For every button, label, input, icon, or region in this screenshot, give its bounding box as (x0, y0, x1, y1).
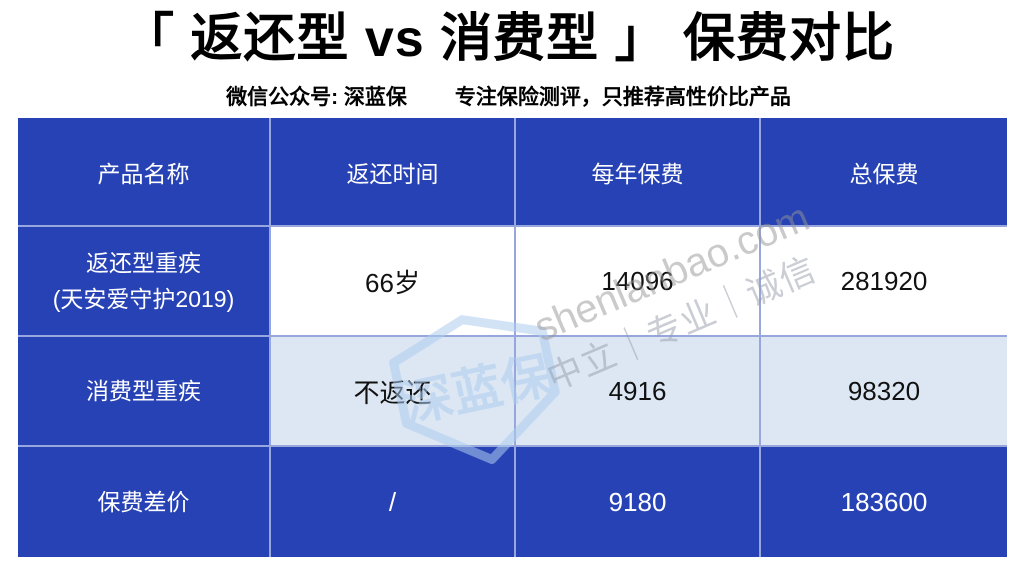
column-header-total-premium: 总保费 (761, 118, 1007, 225)
cell-return-type-return-time: 66岁 (271, 227, 514, 335)
cell-consumption-type-return-time: 不返还 (271, 337, 514, 445)
product-name-line1: 返还型重疾 (85, 250, 201, 276)
tagline: 专注保险测评，只推荐高性价比产品 (454, 86, 791, 109)
cell-premium-difference-return-time: / (271, 447, 514, 557)
cell-premium-difference-annual-premium: 9180 (516, 447, 759, 557)
cell-consumption-type-total-premium: 98320 (761, 337, 1007, 445)
subtitle: 微信公众号: 深蓝保 专注保险测评，只推荐高性价比产品 (0, 82, 1017, 114)
row-header-text: 返还型重疾 (天安爱守护2019) (53, 245, 234, 317)
column-header-return-time: 返还时间 (271, 118, 514, 225)
row-header-consumption-type: 消费型重疾 (18, 337, 269, 445)
cell-premium-difference-total-premium: 183600 (761, 447, 1007, 557)
premium-comparison-table: 产品名称 返还时间 每年保费 总保费 返还型重疾 (天安爱守护2019) 66岁… (18, 118, 1007, 557)
wechat-account-label: 微信公众号: 深蓝保 (226, 86, 407, 109)
cell-return-type-total-premium: 281920 (761, 227, 1007, 335)
page-title: 「 返还型 vs 消费型 」 保费对比 (121, 10, 896, 68)
column-header-product-name: 产品名称 (18, 118, 269, 225)
cell-return-type-annual-premium: 14096 (516, 227, 759, 335)
row-header-return-type: 返还型重疾 (天安爱守护2019) (18, 227, 269, 335)
column-header-annual-premium: 每年保费 (516, 118, 759, 225)
product-name-line2: (天安爱守护2019) (52, 286, 235, 312)
row-header-premium-difference: 保费差价 (18, 447, 269, 557)
cell-consumption-type-annual-premium: 4916 (516, 337, 759, 445)
